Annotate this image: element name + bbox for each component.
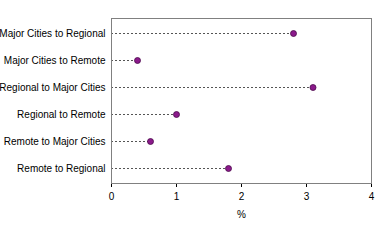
svg-text:3: 3 bbox=[304, 191, 310, 202]
svg-text:Major Cities to Remote: Major Cities to Remote bbox=[4, 55, 106, 66]
svg-text:Regional to Remote: Regional to Remote bbox=[17, 109, 106, 120]
svg-text:1: 1 bbox=[174, 191, 180, 202]
svg-text:4: 4 bbox=[369, 191, 375, 202]
svg-text:Major Cities to Regional: Major Cities to Regional bbox=[0, 28, 106, 39]
svg-text:Remote to Regional: Remote to Regional bbox=[17, 163, 105, 174]
svg-text:0: 0 bbox=[109, 191, 115, 202]
svg-text:%: % bbox=[237, 209, 246, 220]
svg-text:Remote to Major Cities: Remote to Major Cities bbox=[4, 136, 106, 147]
svg-text:Regional to Major Cities: Regional to Major Cities bbox=[0, 82, 106, 93]
svg-text:2: 2 bbox=[239, 191, 245, 202]
